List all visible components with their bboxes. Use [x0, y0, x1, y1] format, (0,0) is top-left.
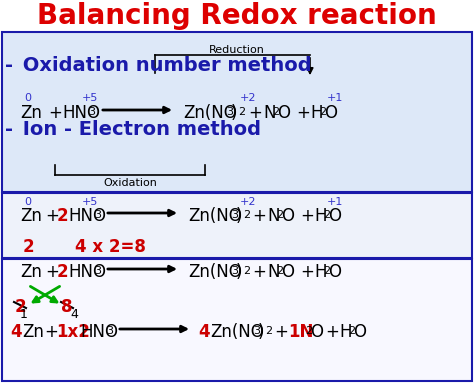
Text: Zn: Zn [22, 323, 44, 341]
Text: 2: 2 [265, 326, 272, 336]
Text: O: O [310, 323, 323, 341]
Text: ): ) [236, 207, 243, 225]
Text: +: + [296, 104, 310, 122]
Text: 2: 2 [22, 238, 34, 256]
Bar [2, 32, 472, 192]
Text: 3: 3 [231, 210, 238, 220]
Text: 2: 2 [238, 107, 245, 117]
Text: 2: 2 [305, 326, 312, 336]
Text: +: + [248, 104, 262, 122]
Text: 3: 3 [94, 210, 101, 220]
Text: O: O [328, 207, 341, 225]
Text: +1: +1 [327, 93, 343, 103]
Text: 4 x 2=8: 4 x 2=8 [75, 238, 146, 256]
Text: 2: 2 [323, 210, 330, 220]
Bar [2, 259, 472, 381]
Text: H: H [339, 323, 352, 341]
Text: HNO: HNO [68, 207, 106, 225]
Text: Oxidation: Oxidation [103, 178, 157, 188]
Text: 2: 2 [243, 210, 250, 220]
Text: +: + [45, 207, 59, 225]
Text: O: O [324, 104, 337, 122]
Text: 3: 3 [253, 326, 260, 336]
Text: 3: 3 [231, 266, 238, 276]
Text: N: N [263, 104, 275, 122]
Text: +: + [252, 263, 266, 281]
Text: 2: 2 [276, 266, 283, 276]
Text: Balancing Redox reaction: Balancing Redox reaction [37, 2, 437, 30]
Text: 2: 2 [272, 107, 279, 117]
Text: +: + [300, 207, 314, 225]
Text: N: N [267, 263, 280, 281]
Text: 3: 3 [226, 107, 233, 117]
Text: Reduction: Reduction [209, 45, 265, 55]
Text: 3: 3 [106, 326, 113, 336]
Text: +: + [45, 263, 59, 281]
Text: Zn: Zn [20, 207, 42, 225]
Text: 0: 0 [25, 197, 31, 207]
Text: +2: +2 [240, 197, 256, 207]
Bar [0, 0, 474, 32]
Text: Zn(NO: Zn(NO [188, 207, 242, 225]
Text: +: + [325, 323, 339, 341]
Text: 1x2: 1x2 [56, 323, 90, 341]
Bar [2, 193, 472, 258]
Text: +: + [274, 323, 288, 341]
Text: 3: 3 [94, 266, 101, 276]
Text: 3: 3 [88, 107, 95, 117]
Text: O: O [281, 207, 294, 225]
Text: +5: +5 [82, 93, 98, 103]
Text: 4: 4 [10, 323, 22, 341]
Text: 2: 2 [14, 298, 26, 316]
Text: +1: +1 [327, 197, 343, 207]
Text: 1: 1 [20, 308, 28, 321]
Text: HNO: HNO [62, 104, 100, 122]
Text: N: N [267, 207, 280, 225]
Text: H: H [314, 263, 327, 281]
Text: ): ) [231, 104, 237, 122]
Text: O: O [277, 104, 290, 122]
Text: +: + [44, 323, 58, 341]
Text: Ion - Electron method: Ion - Electron method [16, 120, 261, 139]
Text: 2: 2 [348, 326, 355, 336]
Text: 2: 2 [57, 207, 69, 225]
Text: O: O [281, 263, 294, 281]
Text: ): ) [258, 323, 264, 341]
Text: 1N: 1N [288, 323, 313, 341]
Text: H: H [310, 104, 322, 122]
Text: +5: +5 [82, 197, 98, 207]
Text: Zn: Zn [20, 104, 42, 122]
Text: 2: 2 [57, 263, 69, 281]
Text: 2: 2 [243, 266, 250, 276]
Text: +: + [252, 207, 266, 225]
Text: 4: 4 [70, 308, 78, 321]
Text: -: - [5, 120, 13, 139]
Text: Zn(NO: Zn(NO [183, 104, 237, 122]
Text: O: O [328, 263, 341, 281]
Text: ): ) [236, 263, 243, 281]
Text: HNO: HNO [68, 263, 106, 281]
Text: 2: 2 [276, 210, 283, 220]
Text: Oxidation number method: Oxidation number method [16, 56, 311, 75]
Text: +: + [300, 263, 314, 281]
Text: 8: 8 [61, 298, 73, 316]
Text: Zn: Zn [20, 263, 42, 281]
Text: HNO: HNO [80, 323, 118, 341]
Text: +: + [48, 104, 62, 122]
Text: Zn(NO: Zn(NO [188, 263, 242, 281]
Text: 2: 2 [319, 107, 326, 117]
Text: Zn(NO: Zn(NO [210, 323, 264, 341]
Text: 2: 2 [323, 266, 330, 276]
Text: 0: 0 [25, 93, 31, 103]
Text: -: - [5, 56, 13, 75]
Text: +2: +2 [240, 93, 256, 103]
Text: H: H [314, 207, 327, 225]
Text: O: O [353, 323, 366, 341]
Text: 4: 4 [198, 323, 210, 341]
